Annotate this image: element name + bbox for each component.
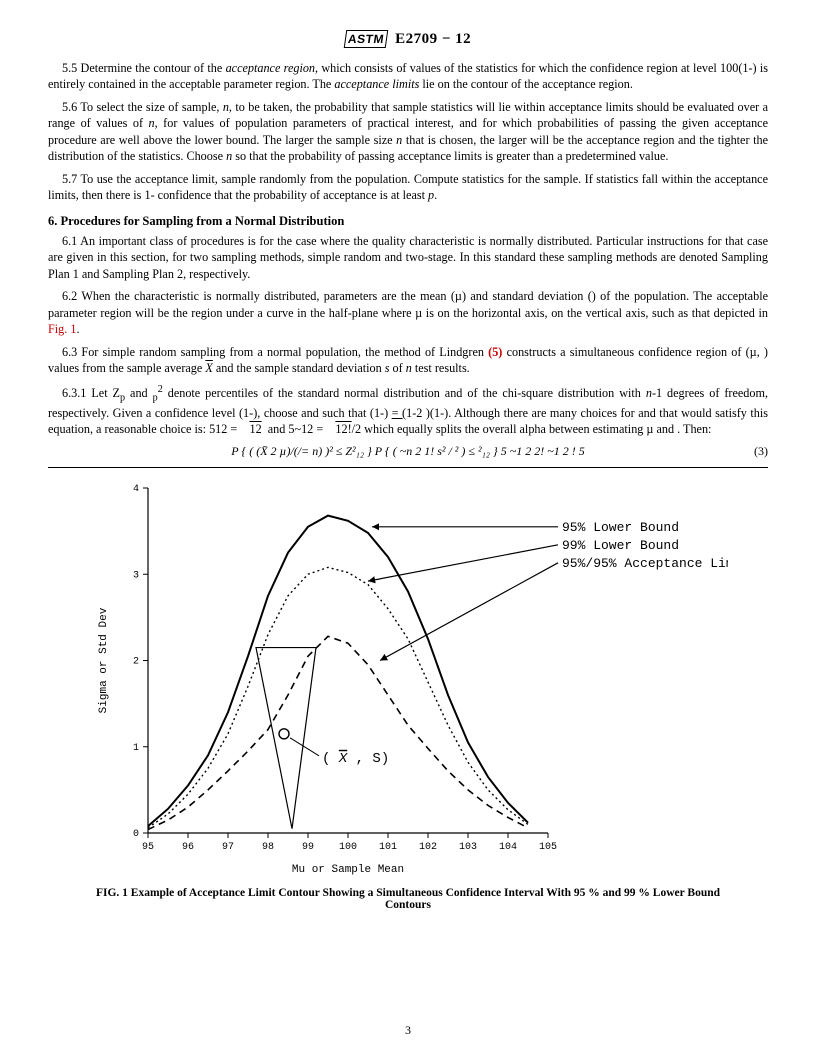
svg-text:Mu or Sample Mean: Mu or Sample Mean: [292, 864, 404, 876]
page: ASTM E2709 − 12 5.5 Determine the contou…: [0, 0, 816, 1056]
equation-3-body: P { ( (X̄ 2 µ)/(/= n) )² ≤ Z²₁₂ } P { ( …: [231, 444, 584, 459]
svg-text:99% Lower Bound: 99% Lower Bound: [562, 537, 679, 552]
para-6-2-end: .: [76, 322, 79, 336]
para-5-5: 5.5 Determine the contour of the accepta…: [48, 60, 768, 93]
ref-5: (5): [488, 345, 502, 359]
page-number: 3: [0, 1023, 816, 1038]
figure-1-caption: FIG. 1 Example of Acceptance Limit Conto…: [88, 887, 728, 911]
divider: [48, 467, 768, 468]
para-6-2-text: 6.2 When the characteristic is normally …: [48, 289, 768, 319]
svg-text:Sigma or Std Dev: Sigma or Std Dev: [98, 607, 110, 713]
svg-text:95: 95: [142, 842, 154, 853]
page-header: ASTM E2709 − 12: [48, 30, 768, 48]
astm-logo: ASTM: [344, 30, 389, 48]
para-6-2: 6.2 When the characteristic is normally …: [48, 288, 768, 337]
svg-text:1: 1: [133, 742, 139, 753]
para-5-6: 5.6 To select the size of sample, n, to …: [48, 99, 768, 165]
svg-text:105: 105: [539, 842, 557, 853]
svg-text:4: 4: [133, 484, 139, 495]
svg-text:101: 101: [379, 842, 397, 853]
para-6-3: 6.3 For simple random sampling from a no…: [48, 344, 768, 377]
figure-1: 95 96 97 98 99 100 101 102 103 104 105 0 1 2 3 4 Mu or S…: [88, 478, 728, 911]
para-5-7: 5.7 To use the acceptance limit, sample …: [48, 171, 768, 204]
designation: E2709 − 12: [395, 31, 471, 47]
para-6-3-a: 6.3 For simple random sampling from a no…: [62, 345, 488, 359]
svg-text:95%/95% Acceptance Limits: 95%/95% Acceptance Limits: [562, 555, 728, 570]
svg-text:96: 96: [182, 842, 194, 853]
equation-3: P { ( (X̄ 2 µ)/(/= n) )² ≤ Z²₁₂ } P { ( …: [48, 444, 768, 459]
svg-text:98: 98: [262, 842, 274, 853]
svg-text:99: 99: [302, 842, 314, 853]
svg-text:3: 3: [133, 570, 139, 581]
svg-text:( X , S): ( X , S): [322, 750, 389, 766]
equation-3-number: (3): [754, 444, 768, 459]
section-6-heading: 6. Procedures for Sampling from a Normal…: [48, 214, 768, 229]
svg-text:95% Lower Bound: 95% Lower Bound: [562, 519, 679, 534]
svg-text:2: 2: [133, 656, 139, 667]
svg-text:102: 102: [419, 842, 437, 853]
fig-ref-1: Fig. 1: [48, 322, 76, 336]
figure-1-svg: 95 96 97 98 99 100 101 102 103 104 105 0 1 2 3 4 Mu or S…: [88, 478, 728, 878]
svg-text:103: 103: [459, 842, 477, 853]
para-6-3-1: 6.3.1 Let Zp and p2 denote percentiles o…: [48, 383, 768, 438]
svg-text:0: 0: [133, 829, 139, 840]
svg-text:97: 97: [222, 842, 234, 853]
svg-text:100: 100: [339, 842, 357, 853]
svg-text:104: 104: [499, 842, 517, 853]
para-6-1: 6.1 An important class of procedures is …: [48, 233, 768, 282]
